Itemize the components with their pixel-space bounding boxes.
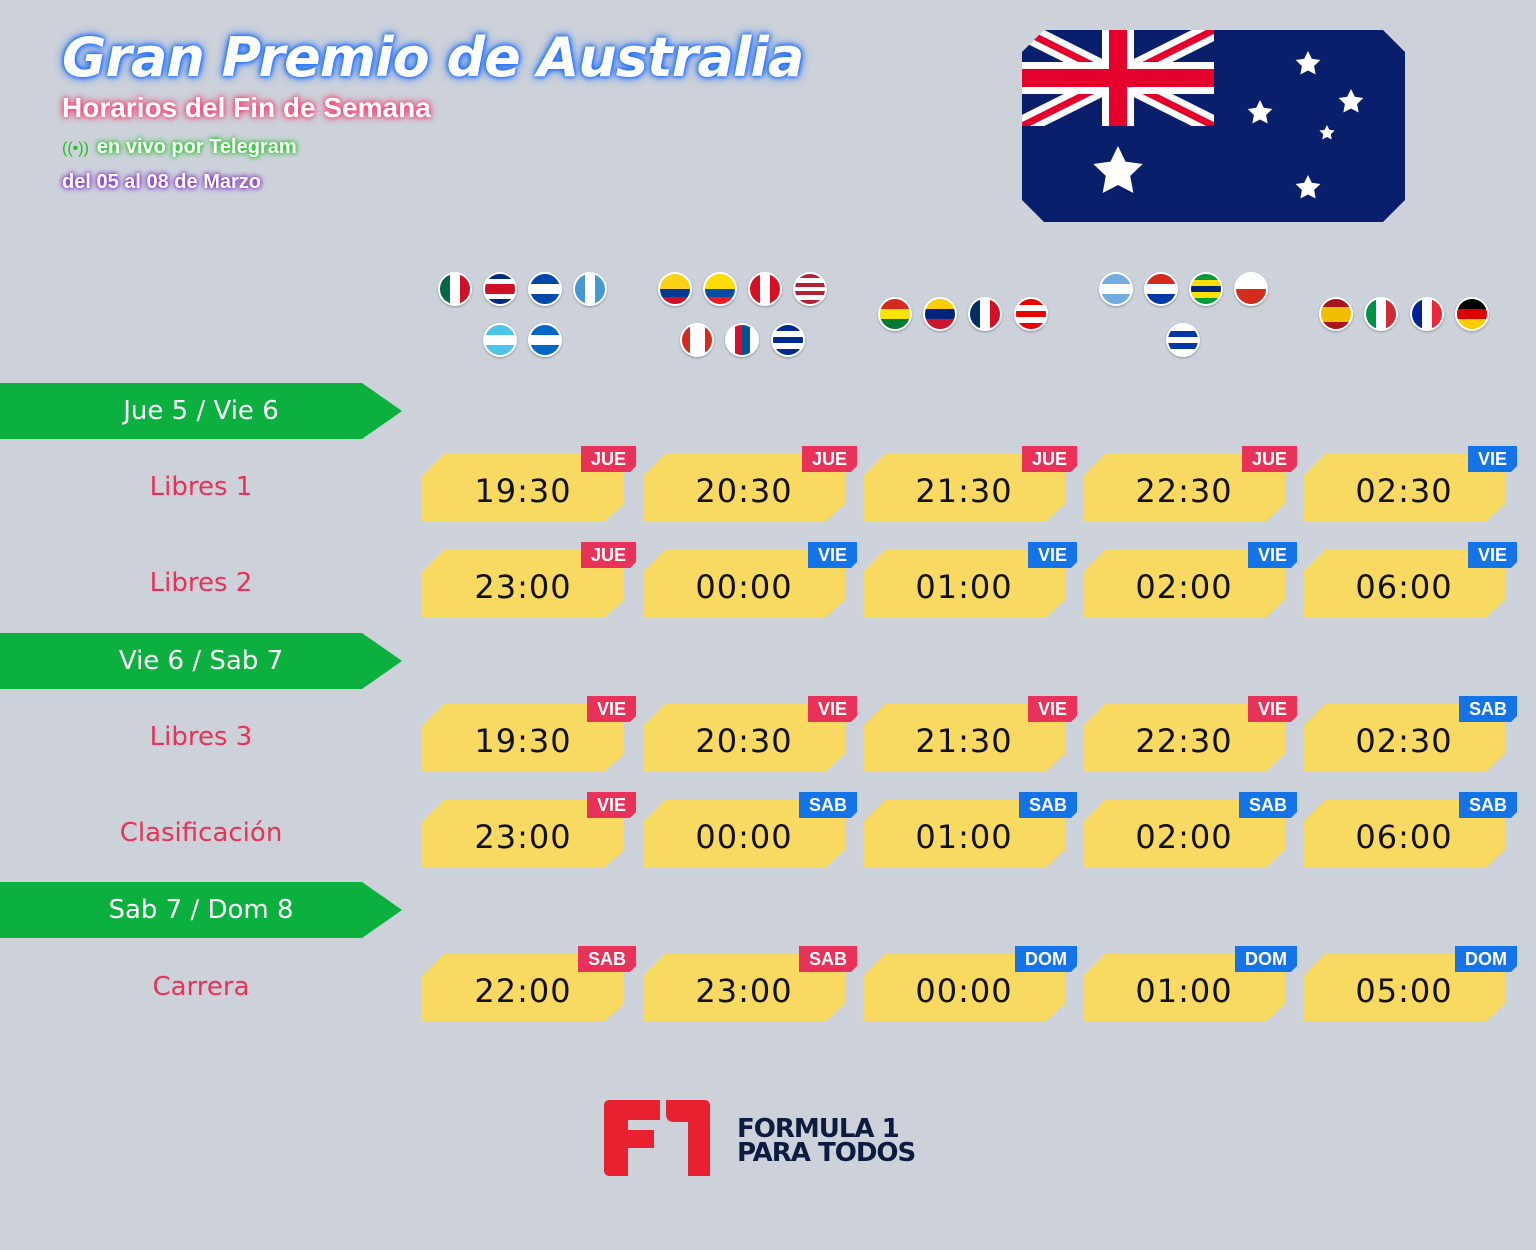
flag-peru-icon [748,272,782,306]
time-card: 02:30 [1303,704,1505,772]
day-badge: SAB [799,946,857,972]
flag-venezuela-icon [923,297,957,331]
session-label: Libres 1 [149,472,253,502]
day-badge: JUE [1022,446,1077,472]
flag-honduras-icon [483,323,517,357]
flag-puerto-rico-icon [1014,297,1048,331]
flag-brazil-icon [1189,272,1223,306]
page-title: Gran Premio de Australia [62,26,804,89]
session-label: Libres 2 [149,568,253,598]
flag-canada-icon [680,323,714,357]
day-badge: VIE [1248,696,1297,722]
flag-panama-icon [725,323,759,357]
day-badge: VIE [587,792,636,818]
flag-germany-icon [1455,297,1489,331]
day-badge: SAB [799,792,857,818]
day-badge: DOM [1235,946,1297,972]
f1-logo-icon [604,1100,710,1176]
day-badge: SAB [1019,792,1077,818]
flag-bolivia-icon [878,297,912,331]
time-card: 21:30 [863,454,1065,522]
flag-uruguay-icon [1166,323,1200,357]
day-badge: VIE [587,696,636,722]
brand-line-1: FORMULA 1 [737,1114,900,1144]
day-badge: VIE [808,542,857,568]
australia-flag-icon [1022,30,1405,222]
day-badge: JUE [581,542,636,568]
time-card: 06:00 [1303,550,1505,618]
day-banner: Jue 5 / Vie 6 [0,383,402,439]
day-badge: SAB [1459,696,1517,722]
session-label: Carrera [152,972,250,1002]
day-badge: DOM [1455,946,1517,972]
day-badge: JUE [1242,446,1297,472]
day-badge: VIE [808,696,857,722]
brand-line-2: PARA TODOS [737,1138,916,1168]
flag-nicaragua-icon [528,323,562,357]
day-badge: VIE [1468,446,1517,472]
flag-france-icon [1410,297,1444,331]
day-badge: VIE [1028,542,1077,568]
brand-name: FORMULA 1 PARA TODOS [737,1114,916,1168]
day-badge: DOM [1015,946,1077,972]
live-telegram[interactable]: ((•)) en vivo por Telegram [62,136,297,159]
page-subtitle: Horarios del Fin de Semana [62,92,431,123]
flag-guatemala-icon [573,272,607,306]
day-badge: VIE [1028,696,1077,722]
flag-argentina-icon [1099,272,1133,306]
broadcast-icon: ((•)) [62,140,89,157]
day-badge: VIE [1248,542,1297,568]
day-banner: Sab 7 / Dom 8 [0,882,402,938]
flag-costa-rica-icon [483,272,517,306]
day-badge: JUE [581,446,636,472]
day-badge: JUE [802,446,857,472]
flag-dominican-republic-icon [968,297,1002,331]
time-card: 22:00 [422,954,624,1022]
flag-usa-icon [793,272,827,306]
flag-ecuador-icon [703,272,737,306]
flag-paraguay-icon [1144,272,1178,306]
flag-chile-icon [1234,272,1268,306]
flag-italy-icon [1364,297,1398,331]
day-badge: SAB [1459,792,1517,818]
flag-mexico-icon [438,272,472,306]
time-card: 05:00 [1303,954,1505,1022]
flag-cuba-icon [771,323,805,357]
event-dates: del 05 al 08 de Marzo [62,171,261,193]
flag-colombia-icon [658,272,692,306]
day-badge: VIE [1468,542,1517,568]
day-badge: SAB [578,946,636,972]
flag-el-salvador-icon [528,272,562,306]
day-banner: Vie 6 / Sab 7 [0,633,402,689]
live-text: en vivo por Telegram [96,136,297,158]
flag-spain-icon [1319,297,1353,331]
session-label: Libres 3 [149,722,253,752]
session-label: Clasificación [119,818,283,848]
day-badge: SAB [1239,792,1297,818]
